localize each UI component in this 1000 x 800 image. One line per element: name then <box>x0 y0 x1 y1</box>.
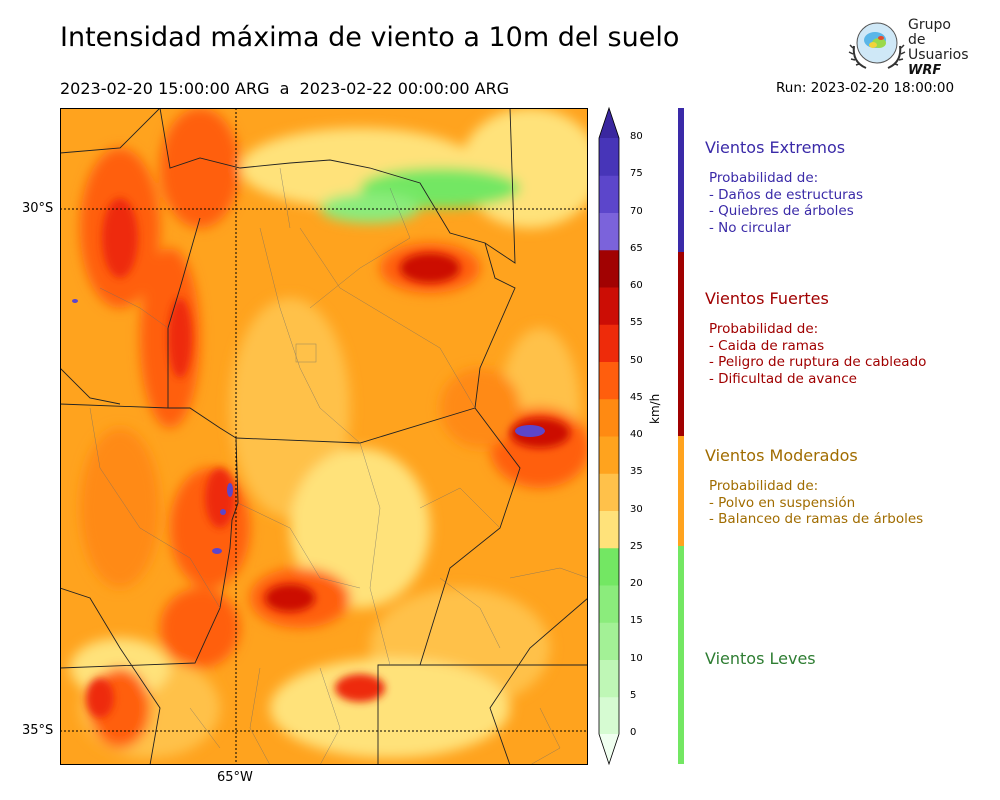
forecast-period: 2023-02-20 15:00:00 ARG a 2023-02-22 00:… <box>60 79 510 98</box>
colorbar-segment <box>599 212 619 251</box>
wind-map <box>60 108 588 765</box>
colorbar-tick-label: 45 <box>630 391 643 403</box>
extreme-wind-spot <box>72 299 78 303</box>
colorbar-segment <box>599 138 619 176</box>
colorbar-tick-label: 35 <box>630 466 643 478</box>
map-frame <box>60 108 588 765</box>
colorbar-tick-label: 80 <box>630 131 643 142</box>
colorbar-tick-label: 0 <box>630 727 637 738</box>
category-title: Vientos Moderados <box>705 446 858 465</box>
category-title: Vientos Fuertes <box>705 289 829 308</box>
category-color-bar <box>678 546 684 764</box>
colorbar-segment <box>599 398 619 437</box>
colorbar-unit: km/h <box>648 393 662 424</box>
colorbar <box>598 106 620 766</box>
category-description-line: - Caida de ramas <box>709 337 825 354</box>
wind-category: Vientos Extremos Probabilidad de: - Daños … <box>705 138 863 236</box>
extreme-wind-spot <box>220 509 226 515</box>
colorbar-segment <box>599 585 619 623</box>
map-title: Intensidad máxima de viento a 10m del su… <box>60 22 680 53</box>
colorbar-tick-label: 10 <box>630 652 643 664</box>
category-title: Vientos Leves <box>705 649 816 668</box>
colorbar-segment <box>599 510 619 549</box>
category-description-line: Probabilidad de: <box>709 478 819 494</box>
colorbar-tick-label: 15 <box>630 615 643 627</box>
category-description-line: - No circular <box>709 219 791 236</box>
wrf-logo: Grupo de Usuarios WRF <box>848 16 969 78</box>
category-description: Probabilidad de: - Caida de ramas - Peligr… <box>705 321 926 387</box>
category-description-line: Probabilidad de: <box>709 170 819 186</box>
category-description-line: - Quiebres de árboles <box>709 203 854 219</box>
lon-label: 65°W <box>217 770 253 785</box>
logo-text: Grupo de Usuarios WRF <box>908 17 969 79</box>
colorbar-tick-label: 50 <box>630 354 643 366</box>
colorbar-tick-label: 30 <box>630 503 643 515</box>
colorbar-segment <box>599 361 619 400</box>
category-description: Probabilidad de: - Daños de estructuras - … <box>705 170 863 236</box>
extreme-wind-spot <box>515 425 545 437</box>
colorbar-segment <box>599 473 619 511</box>
run-time: Run: 2023-02-20 18:00:00 <box>776 80 955 96</box>
colorbar-tick-label: 75 <box>630 168 643 180</box>
colorbar-extend-top <box>599 108 619 138</box>
wind-category: Vientos Leves <box>705 649 816 668</box>
globe-icon <box>848 22 906 69</box>
colorbar-tick-label: 40 <box>630 429 643 440</box>
colorbar-tick-label: 60 <box>630 280 643 291</box>
category-description: Probabilidad de: - Polvo en suspensión - B… <box>705 478 923 528</box>
category-color-bar <box>678 108 684 252</box>
extreme-wind-spot <box>212 548 222 554</box>
category-description-line: - Balanceo de ramas de árboles <box>709 511 924 527</box>
colorbar-segment <box>599 324 619 362</box>
colorbar-tick-label: 70 <box>630 205 643 217</box>
category-color-bar <box>678 436 684 546</box>
wind-category: Vientos Fuertes Probabilidad de: - Caida d… <box>705 289 926 387</box>
category-description-line: - Dificultad de avance <box>709 370 857 387</box>
lat-label: 35°S <box>22 723 54 738</box>
colorbar-extend-bottom <box>599 734 619 764</box>
category-description-line: Probabilidad de: <box>709 321 819 337</box>
category-description-line: - Polvo en suspensión <box>709 494 856 511</box>
colorbar-tick-label: 5 <box>630 689 637 701</box>
colorbar-segment <box>599 287 619 325</box>
colorbar-outline <box>598 106 620 766</box>
colorbar-segment <box>599 547 619 586</box>
wind-category: Vientos Moderados Probabilidad de: - Polvo… <box>705 446 923 528</box>
lat-label: 30°S <box>22 201 54 216</box>
colorbar-tick-label: 25 <box>630 540 643 552</box>
colorbar-tick-label: 65 <box>630 242 643 254</box>
wind-field <box>60 108 588 765</box>
category-description-line: - Daños de estructuras <box>709 186 864 203</box>
colorbar-segment <box>599 175 619 213</box>
extreme-wind-spot <box>227 483 233 497</box>
colorbar-segment <box>599 436 619 474</box>
graticule <box>60 108 588 765</box>
category-title: Vientos Extremos <box>705 138 846 157</box>
colorbar-segment <box>599 622 619 660</box>
department-borders <box>89 167 588 765</box>
category-description-line: - Peligro de ruptura de cableado <box>709 354 927 370</box>
province-borders <box>60 108 588 765</box>
colorbar-tick-label: 20 <box>630 578 643 589</box>
colorbar-tick-label: 55 <box>630 317 643 329</box>
colorbar-segment <box>599 249 619 288</box>
category-color-bar <box>678 252 684 436</box>
colorbar-segment <box>599 696 619 735</box>
colorbar-segment <box>599 659 619 698</box>
